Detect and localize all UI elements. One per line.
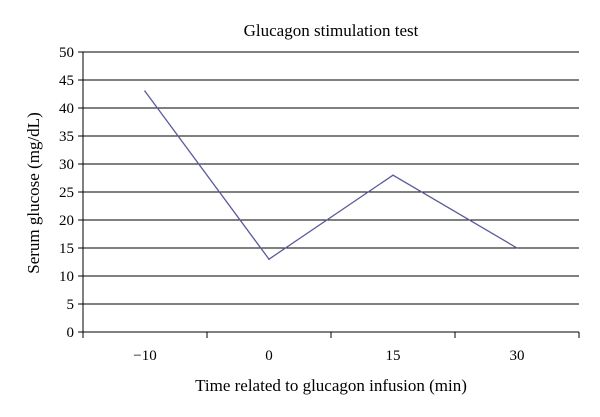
- x-tick-label: 0: [265, 348, 273, 364]
- data-point: [268, 258, 270, 261]
- y-tick-label: 15: [59, 241, 74, 257]
- x-tick-labels: −10 0 15 30: [133, 348, 524, 364]
- data-point: [516, 247, 518, 249]
- y-tick-label: 50: [59, 45, 74, 61]
- series-layer: [144, 90, 518, 261]
- y-tick-label: 45: [59, 73, 74, 89]
- x-axis-label: Time related to glucagon infusion (min): [195, 376, 467, 395]
- x-tick-label: 30: [510, 348, 525, 364]
- data-point: [144, 90, 146, 92]
- y-tick-label: 35: [59, 129, 74, 145]
- series-line: [144, 90, 518, 261]
- y-axis-label: Serum glucose (mg/dL): [24, 112, 43, 273]
- chart-title: Glucagon stimulation test: [244, 21, 419, 40]
- y-tick-labels: 0 5 10 15 20 25 30 35 40 45 50: [59, 45, 74, 341]
- y-tick-label: 25: [59, 185, 74, 201]
- x-tick-label: 15: [386, 348, 401, 364]
- axes: [78, 51, 580, 338]
- data-point: [392, 174, 394, 176]
- y-tick-label: 30: [59, 157, 74, 173]
- y-tick-label: 10: [59, 269, 74, 285]
- y-tick-label: 0: [67, 325, 75, 341]
- y-tick-label: 40: [59, 101, 74, 117]
- gridlines: [83, 51, 579, 305]
- x-tick-label: −10: [133, 348, 156, 364]
- y-tick-label: 20: [59, 213, 74, 229]
- y-tick-label: 5: [67, 297, 75, 313]
